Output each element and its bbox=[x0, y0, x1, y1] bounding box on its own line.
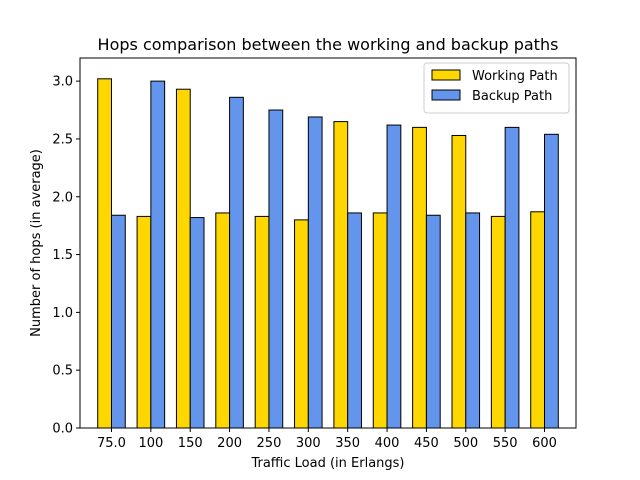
bar-working-500 bbox=[451, 134, 467, 429]
legend-label-backup: Backup Path bbox=[472, 89, 552, 104]
chart-title: Hops comparison between the working and … bbox=[98, 35, 559, 54]
x-tick-label: 150 bbox=[178, 436, 203, 451]
x-axis: 75.0 100 150 200 250 300 350 400 450 500 550 600 bbox=[97, 428, 557, 451]
bar-backup-250 bbox=[268, 109, 284, 429]
bar-working-150 bbox=[175, 88, 191, 429]
x-tick-label: 100 bbox=[138, 436, 163, 451]
legend-swatch-working bbox=[431, 69, 461, 81]
bar-working-100 bbox=[136, 215, 152, 429]
bar-backup-500 bbox=[465, 212, 481, 429]
bar-working-200 bbox=[215, 212, 231, 429]
y-tick-label: 0.0 bbox=[52, 422, 73, 437]
x-tick-label: 300 bbox=[296, 436, 321, 451]
x-tick-label: 200 bbox=[217, 436, 242, 451]
x-tick-label: 600 bbox=[532, 436, 557, 451]
bar-backup-350 bbox=[347, 212, 362, 429]
legend-label-working: Working Path bbox=[472, 69, 558, 84]
x-tick-label: 550 bbox=[493, 436, 518, 451]
x-tick-label: 350 bbox=[335, 436, 360, 451]
plot-frame bbox=[79, 57, 577, 429]
bar-backup-600 bbox=[544, 133, 559, 429]
bar-backup-300 bbox=[307, 116, 323, 429]
bar-working-250 bbox=[254, 215, 270, 429]
y-axis: 0.0 0.5 1.0 1.5 2.0 2.5 3.0 bbox=[52, 75, 80, 437]
y-tick-label: 0.5 bbox=[52, 364, 73, 379]
bar-working-450 bbox=[412, 126, 427, 429]
x-tick-label: 450 bbox=[414, 436, 439, 451]
bars-group bbox=[97, 78, 559, 429]
bar-working-600 bbox=[530, 211, 546, 429]
bar-backup-100 bbox=[150, 80, 166, 429]
x-tick-label: 250 bbox=[257, 436, 282, 451]
y-tick-label: 3.0 bbox=[52, 75, 73, 90]
x-tick-label: 75.0 bbox=[97, 436, 126, 451]
bar-working-400 bbox=[372, 212, 388, 429]
x-axis-label: Traffic Load (in Erlangs) bbox=[250, 456, 404, 471]
y-tick-label: 1.5 bbox=[52, 248, 73, 263]
bar-backup-450 bbox=[425, 214, 441, 429]
bar-backup-200 bbox=[229, 96, 244, 429]
bar-working-75.0 bbox=[97, 78, 112, 429]
bar-backup-400 bbox=[386, 124, 402, 429]
x-tick-label: 400 bbox=[375, 436, 400, 451]
y-tick-label: 2.5 bbox=[52, 132, 73, 147]
bar-backup-550 bbox=[504, 126, 520, 429]
y-axis-label: Number of hops (in average) bbox=[29, 149, 44, 337]
bar-working-550 bbox=[490, 215, 506, 429]
y-tick-label: 1.0 bbox=[52, 306, 73, 321]
bar-working-350 bbox=[333, 121, 349, 429]
y-tick-label: 2.0 bbox=[52, 190, 73, 205]
bar-working-300 bbox=[294, 219, 309, 429]
x-tick-label: 500 bbox=[453, 436, 478, 451]
bar-backup-75.0 bbox=[110, 214, 126, 429]
bar-backup-150 bbox=[189, 217, 205, 429]
legend: Working Path Backup Path bbox=[423, 62, 570, 114]
legend-swatch-backup bbox=[431, 89, 461, 101]
